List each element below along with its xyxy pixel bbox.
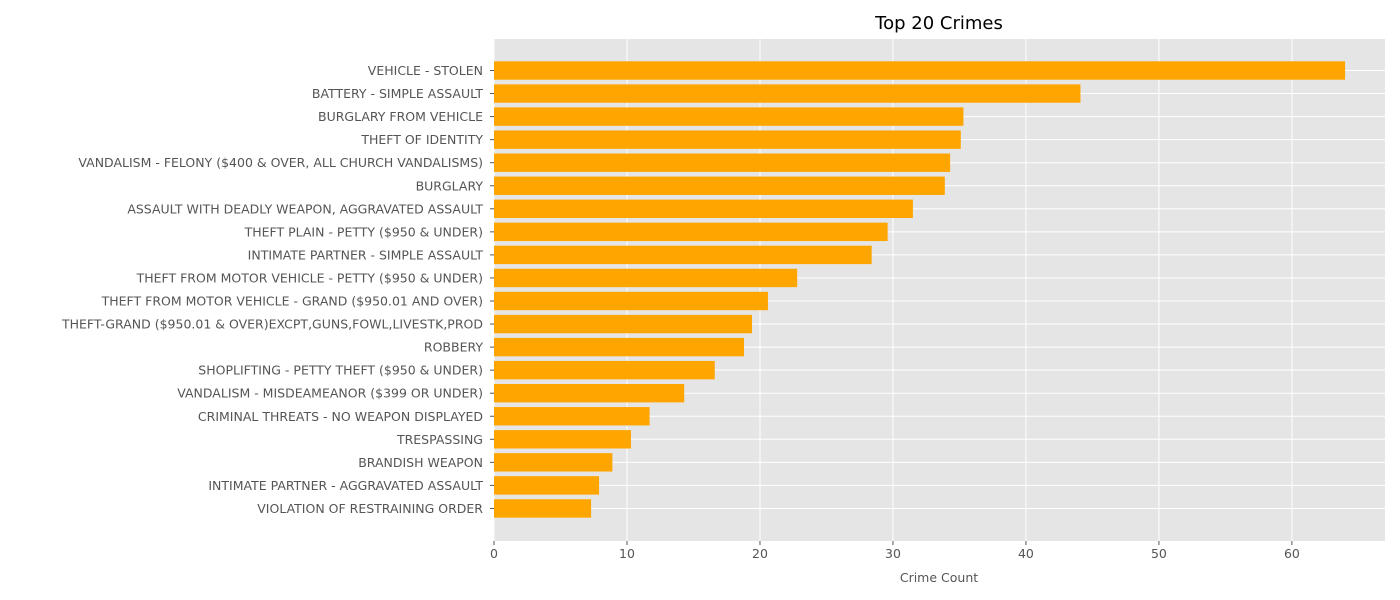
y-tick-label: THEFT OF IDENTITY (360, 132, 483, 147)
y-tick-label: BRANDISH WEAPON (358, 455, 483, 470)
x-tick-label: 50 (1151, 546, 1167, 561)
y-tick-label: BATTERY - SIMPLE ASSAULT (312, 86, 483, 101)
x-tick-labels: 0 10 20 30 40 50 60 (490, 541, 1300, 561)
y-tick-label: CRIMINAL THREATS - NO WEAPON DISPLAYED (198, 409, 483, 424)
chart-title: Top 20 Crimes (874, 13, 1003, 34)
bar (494, 314, 752, 334)
bar (494, 476, 600, 495)
x-axis-label: Crime Count (900, 570, 978, 585)
bar (494, 61, 1346, 80)
y-tick-label: THEFT PLAIN - PETTY ($950 & UNDER) (244, 224, 483, 239)
y-tick-label: THEFT FROM MOTOR VEHICLE - GRAND ($950.0… (101, 294, 483, 309)
bar (494, 453, 613, 472)
bar (494, 499, 592, 518)
x-tick-label: 30 (885, 546, 901, 561)
bar (494, 384, 685, 403)
y-tick-label: TRESPASSING (396, 432, 483, 447)
bar (494, 407, 650, 426)
bar (494, 291, 768, 311)
y-tick-label: ASSAULT WITH DEADLY WEAPON, AGGRAVATED A… (127, 201, 483, 216)
y-tick-label: VIOLATION OF RESTRAINING ORDER (257, 501, 483, 516)
x-tick-label: 40 (1018, 546, 1034, 561)
bar (494, 153, 951, 172)
bar (494, 222, 888, 242)
bars (494, 61, 1346, 518)
y-tick-label: INTIMATE PARTNER - SIMPLE ASSAULT (248, 247, 484, 262)
y-tick-label: SHOPLIFTING - PETTY THEFT ($950 & UNDER) (198, 363, 483, 378)
bar (494, 360, 715, 380)
y-tick-label: VANDALISM - MISDEAMEANOR ($399 OR UNDER) (177, 386, 483, 401)
bar (494, 268, 798, 288)
y-tick-label: THEFT FROM MOTOR VEHICLE - PETTY ($950 &… (136, 270, 483, 285)
x-tick-label: 60 (1284, 546, 1300, 561)
y-tick-labels: VEHICLE - STOLEN BATTERY - SIMPLE ASSAULT… (61, 63, 494, 516)
y-tick-label: INTIMATE PARTNER - AGGRAVATED ASSAULT (208, 478, 483, 493)
y-tick-label: THEFT-GRAND ($950.01 & OVER)EXCPT,GUNS,F… (61, 317, 483, 332)
bar (494, 176, 945, 195)
bar (494, 84, 1081, 103)
bar (494, 430, 631, 449)
bar (494, 199, 913, 218)
bar (494, 245, 872, 265)
bar (494, 337, 745, 357)
bar (494, 130, 961, 149)
y-tick-label: BURGLARY FROM VEHICLE (318, 109, 483, 124)
y-tick-label: VANDALISM - FELONY ($400 & OVER, ALL CHU… (78, 155, 483, 170)
x-tick-label: 20 (752, 546, 768, 561)
x-tick-label: 10 (619, 546, 635, 561)
y-tick-label: BURGLARY (416, 178, 484, 193)
y-tick-label: ROBBERY (424, 340, 483, 355)
x-tick-label: 0 (490, 546, 498, 561)
bar (494, 107, 964, 126)
y-tick-label: VEHICLE - STOLEN (368, 63, 483, 78)
